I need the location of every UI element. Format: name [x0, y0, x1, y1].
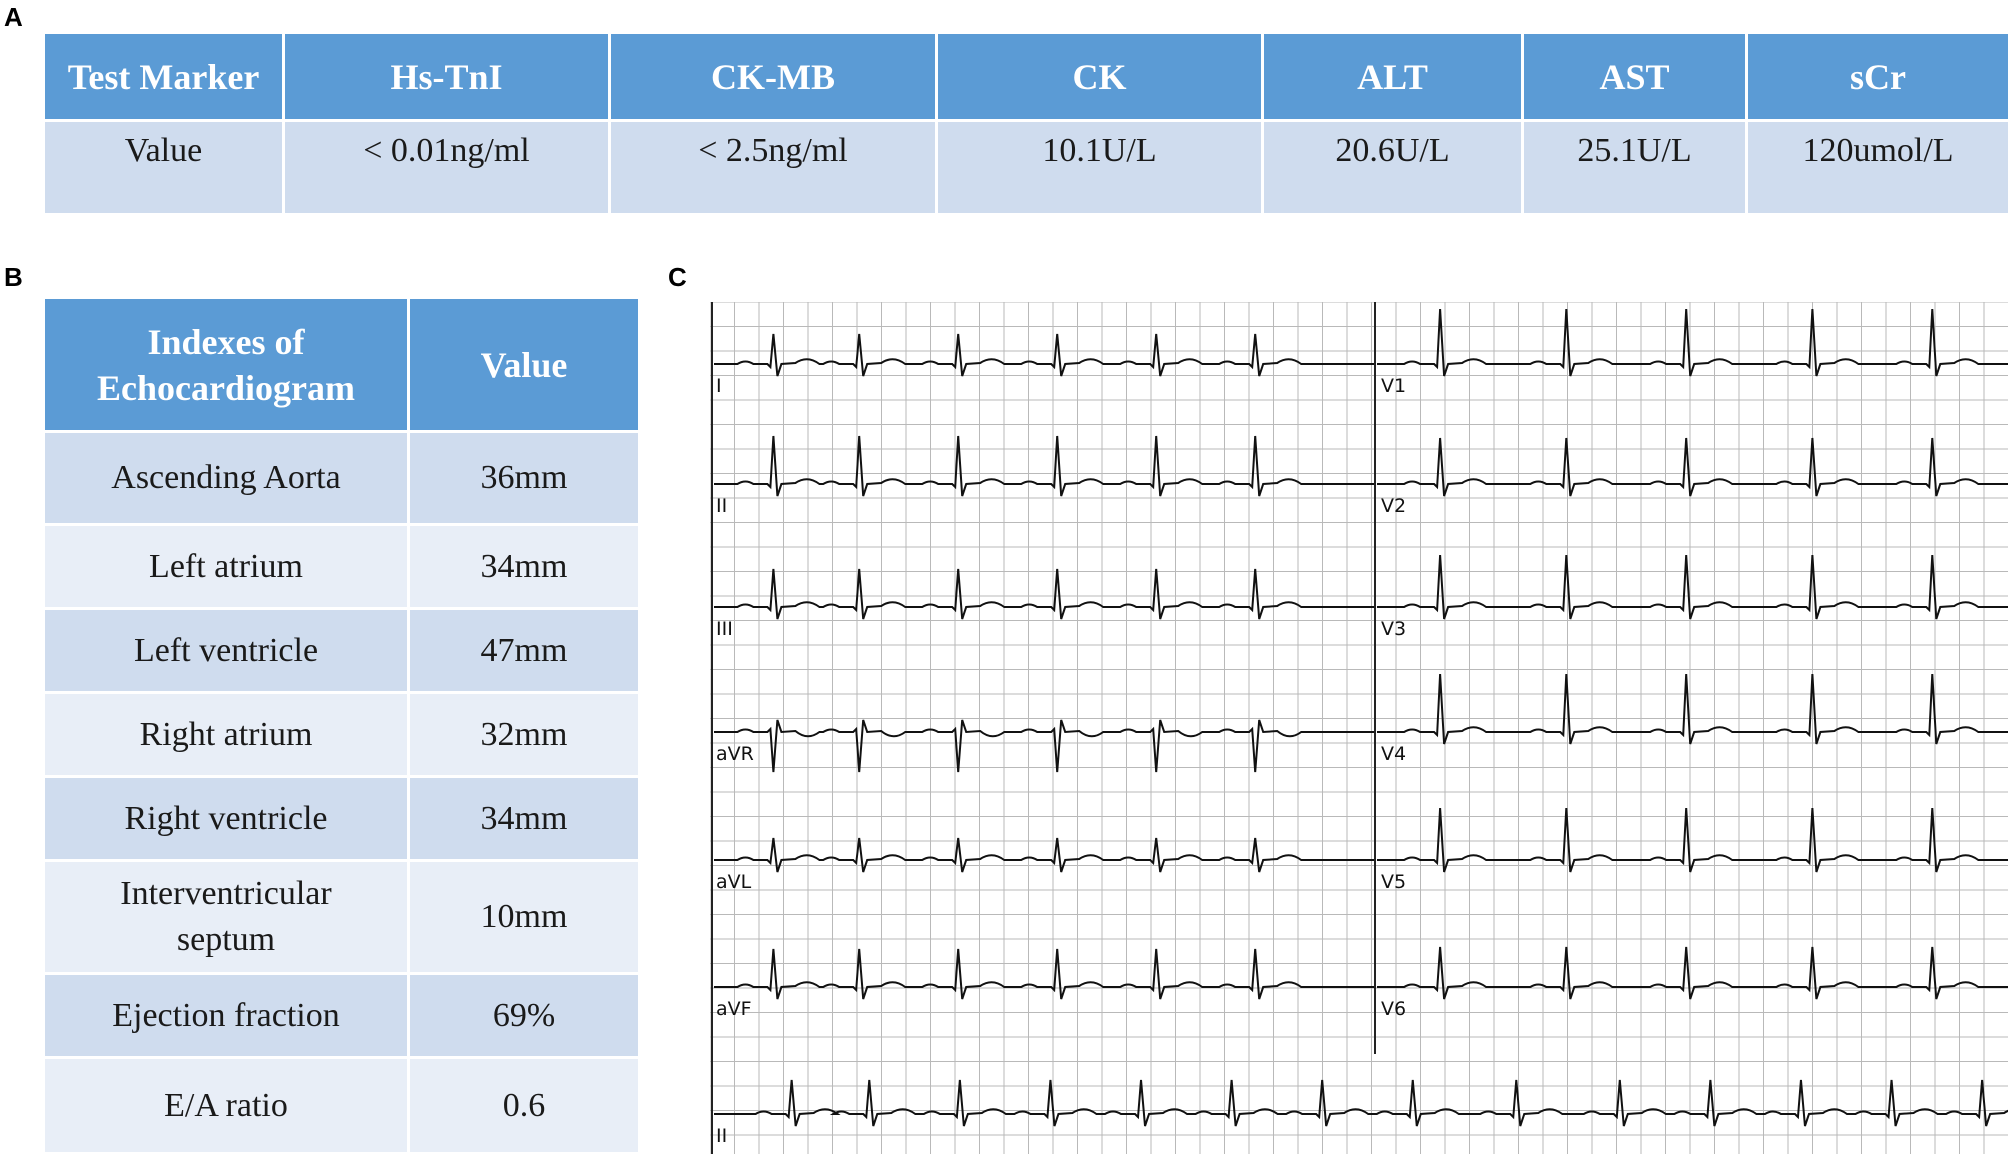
ecg-lead-label: V2	[1381, 495, 1406, 517]
echo-index: Right atrium	[44, 693, 409, 777]
value-ast: 25.1U/L	[1523, 121, 1747, 215]
ecg-lead-label: V3	[1381, 618, 1406, 640]
value-scr: 120umol/L	[1747, 121, 2008, 215]
value-ck-mb: < 2.5ng/ml	[610, 121, 937, 215]
header-alt: ALT	[1263, 33, 1523, 121]
echo-value: 47mm	[409, 609, 640, 693]
ecg-lead-label: II	[716, 1125, 727, 1147]
ecg-lead-label: aVL	[716, 871, 752, 893]
ecg-grid	[710, 302, 2008, 1154]
header-echo-value: Value	[409, 298, 640, 432]
echo-index: E/A ratio	[44, 1058, 409, 1154]
echo-index: Ejection fraction	[44, 974, 409, 1058]
echocardiogram-table: Indexes of Echocardiogram Value Ascendin…	[42, 296, 641, 1155]
header-hs-tni: Hs-TnI	[284, 33, 610, 121]
header-ast: AST	[1523, 33, 1747, 121]
echo-index: Interventricular septum	[44, 861, 409, 974]
header-ck: CK	[937, 33, 1263, 121]
ecg-lead-label: V4	[1381, 743, 1406, 765]
ecg-lead-label: V5	[1381, 871, 1406, 893]
row-label-value: Value	[44, 121, 284, 215]
echo-index: Right ventricle	[44, 777, 409, 861]
echo-index: Left atrium	[44, 525, 409, 609]
value-alt: 20.6U/L	[1263, 121, 1523, 215]
echo-value: 32mm	[409, 693, 640, 777]
echo-value: 34mm	[409, 525, 640, 609]
echo-value: 0.6	[409, 1058, 640, 1154]
value-hs-tni: < 0.01ng/ml	[284, 121, 610, 215]
ecg-lead-label: V6	[1381, 998, 1406, 1020]
panel-label-a: A	[4, 2, 23, 33]
ecg-lead-label: aVF	[716, 998, 752, 1020]
echo-index: Left ventricle	[44, 609, 409, 693]
ecg-background	[710, 302, 2008, 1154]
header-echo-index: Indexes of Echocardiogram	[44, 298, 409, 432]
echo-index: Ascending Aorta	[44, 432, 409, 525]
ecg-lead-label: II	[716, 495, 727, 517]
lab-markers-table: Test Marker Hs-TnI CK-MB CK ALT AST sCr …	[42, 31, 2008, 216]
header-ck-mb: CK-MB	[610, 33, 937, 121]
echo-value: 36mm	[409, 432, 640, 525]
ecg-lead-label: I	[716, 375, 722, 397]
header-test-marker: Test Marker	[44, 33, 284, 121]
header-scr: sCr	[1747, 33, 2008, 121]
ecg-lead-label: III	[716, 618, 733, 640]
ecg-lead-label: V1	[1381, 375, 1406, 397]
echo-value: 10mm	[409, 861, 640, 974]
echo-value: 69%	[409, 974, 640, 1058]
ecg-lead-label: aVR	[716, 743, 754, 765]
value-ck: 10.1U/L	[937, 121, 1263, 215]
echo-value: 34mm	[409, 777, 640, 861]
panel-label-b: B	[4, 262, 23, 293]
panel-label-c: C	[668, 262, 687, 293]
